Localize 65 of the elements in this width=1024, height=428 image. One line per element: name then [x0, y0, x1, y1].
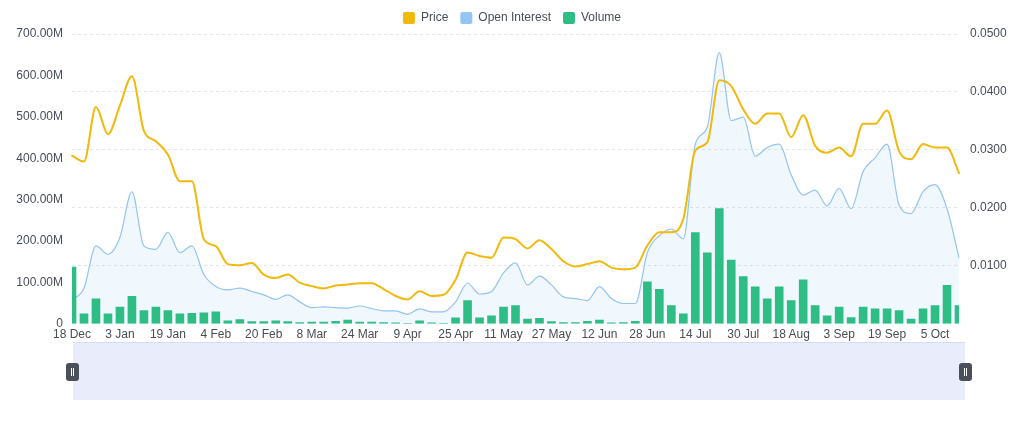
bar [798, 279, 808, 324]
bar [271, 320, 281, 324]
bar [690, 232, 700, 324]
y-tick-label: 500.00M [16, 109, 63, 124]
bar [774, 286, 784, 324]
y-tick-label: 200.00M [16, 233, 63, 248]
bar [211, 311, 221, 324]
x-tick-label: 25 Apr [438, 327, 473, 342]
x-tick-label: 8 Mar [296, 327, 328, 342]
y2-tick-label: 0.0500 [970, 26, 1008, 41]
y-tick-label: 400.00M [16, 150, 63, 165]
bar [511, 305, 520, 324]
bar [882, 308, 892, 324]
bar [79, 313, 89, 324]
bar [127, 296, 137, 324]
bar [750, 286, 760, 324]
bar [762, 298, 772, 324]
bar [726, 259, 736, 324]
x-tick-label: 19 Sep [868, 327, 907, 342]
bar [786, 300, 796, 324]
y2-tick-label: 0.0200 [970, 200, 1008, 215]
bar [643, 281, 652, 324]
x-tick-label: 20 Feb [245, 327, 283, 342]
bar [103, 313, 113, 324]
x-tick-label: 11 May [484, 327, 523, 342]
x-tick-label: 9 Apr [393, 327, 422, 342]
y-tick-label: 700.00M [16, 26, 63, 41]
x-tick-label: 3 Sep [823, 327, 856, 342]
bar [415, 320, 424, 324]
y2-tick-label: 0.0300 [970, 142, 1008, 157]
x-tick-label: 28 Jun [629, 327, 666, 342]
legend-label: Volume [581, 10, 622, 25]
y2-tick-label: 0.0100 [970, 258, 1008, 273]
bar [235, 319, 245, 324]
x-tick-label: 19 Jan [149, 327, 186, 342]
bar [714, 208, 724, 324]
y-tick-label: 600.00M [16, 67, 63, 82]
bar [667, 305, 676, 324]
line-series [71, 75, 960, 301]
bar [175, 313, 185, 324]
bar [738, 276, 748, 324]
x-tick-label: 30 Jul [727, 327, 760, 342]
y-tick-label: 300.00M [16, 191, 63, 206]
y-tick-label: 100.00M [16, 274, 63, 289]
x-tick-label: 14 Jul [679, 327, 712, 342]
bar [535, 318, 544, 324]
x-tick-label: 12 Jun [581, 327, 618, 342]
x-tick-label: 4 Feb [200, 327, 232, 342]
legend-label: Price [420, 10, 449, 25]
x-tick-label: 18 Dec [52, 327, 92, 342]
bar [463, 300, 472, 324]
bar [679, 313, 688, 324]
bar [942, 284, 952, 324]
y2-tick-label: 0.0400 [970, 84, 1008, 99]
x-tick-label: 5 Oct [920, 327, 951, 342]
bar [702, 252, 712, 324]
x-tick-label: 3 Jan [105, 327, 135, 342]
x-tick-label: 24 Mar [341, 327, 379, 342]
bar [499, 306, 508, 324]
bar [655, 289, 664, 324]
x-tick-label: 27 May [531, 327, 572, 342]
legend-label: Open Interest [478, 10, 552, 25]
bar [918, 308, 928, 324]
bar [870, 308, 880, 324]
x-tick-label: 18 Aug [772, 327, 810, 342]
